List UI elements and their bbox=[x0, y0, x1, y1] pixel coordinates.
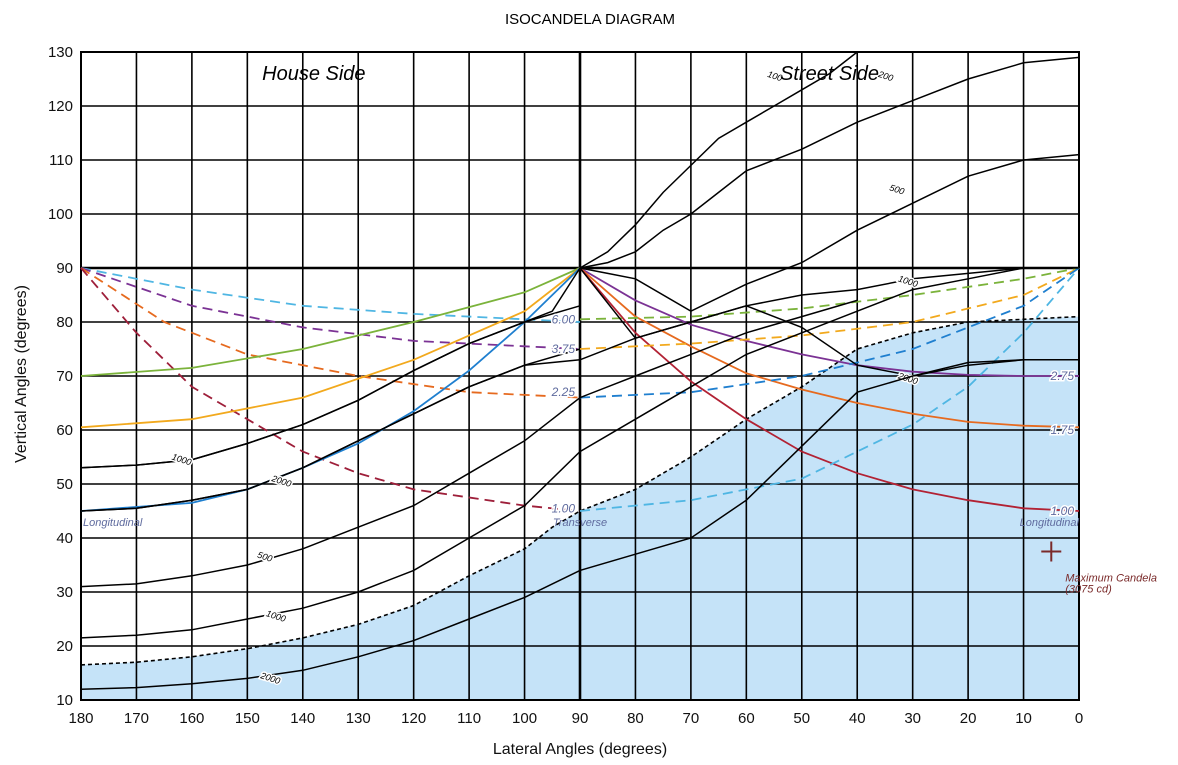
ring-label: 1.00 bbox=[1051, 504, 1075, 518]
y-tick-label: 80 bbox=[56, 314, 73, 331]
y-tick-label: 60 bbox=[56, 422, 73, 439]
y-tick-label: 110 bbox=[49, 152, 73, 169]
y-tick-label: 50 bbox=[56, 476, 73, 493]
x-tick-label: 90 bbox=[572, 710, 589, 727]
series-line-solid-orange bbox=[80, 267, 581, 429]
x-tick-label: 80 bbox=[627, 710, 644, 727]
y-tick-label: 90 bbox=[56, 260, 73, 277]
isocandela-line-1000 bbox=[80, 305, 581, 469]
y-tick-label: 30 bbox=[56, 584, 73, 601]
x-tick-label: 110 bbox=[457, 710, 481, 727]
y-axis-label: Vertical Angles (degrees) bbox=[13, 285, 30, 463]
street-side-label: Street Side bbox=[780, 63, 879, 85]
isocandela-line-1000 bbox=[80, 267, 1024, 639]
x-tick-label: 180 bbox=[68, 710, 93, 727]
isocandela-label: 2000 bbox=[270, 473, 293, 489]
max-candela-label: Maximum Candela bbox=[1065, 573, 1157, 585]
isocandela-line-500 bbox=[80, 299, 858, 588]
position-label: Longitudinal bbox=[1020, 517, 1080, 529]
x-tick-label: 70 bbox=[683, 710, 700, 727]
position-label: Transverse bbox=[553, 517, 607, 529]
shaded-boundary-line bbox=[80, 315, 1080, 666]
ring-label: 1.75 bbox=[1051, 423, 1075, 437]
isocandela-line-100 bbox=[579, 51, 858, 269]
series-line-solid-green bbox=[80, 267, 581, 377]
series-line-street-green bbox=[579, 267, 1080, 321]
x-tick-label: 140 bbox=[290, 710, 315, 727]
x-tick-label: 130 bbox=[346, 710, 371, 727]
isocandela-label: 500 bbox=[888, 182, 905, 196]
series-line-1.75 bbox=[579, 267, 1080, 429]
ring-label: 1.00 bbox=[552, 501, 576, 515]
series-line-6.00 bbox=[80, 267, 581, 323]
position-label: Longitudinal bbox=[83, 517, 143, 529]
x-tick-label: 170 bbox=[124, 710, 149, 727]
series-line-street-lightblue bbox=[579, 267, 1080, 512]
y-tick-label: 100 bbox=[48, 206, 73, 223]
series-line-1.00 bbox=[80, 267, 581, 512]
x-axis-label: Lateral Angles (degrees) bbox=[493, 741, 667, 758]
series-line-solid-blue bbox=[80, 267, 581, 512]
y-tick-label: 10 bbox=[56, 692, 73, 709]
x-tick-label: 20 bbox=[960, 710, 977, 727]
x-tick-label: 120 bbox=[401, 710, 426, 727]
ring-label: 2.25 bbox=[551, 385, 576, 399]
isocandela-line-200 bbox=[579, 56, 1080, 269]
y-tick-label: 40 bbox=[56, 530, 73, 547]
x-tick-label: 10 bbox=[1015, 710, 1032, 727]
ring-label: 2.75 bbox=[1050, 369, 1075, 383]
series-line-street-blue bbox=[579, 267, 1080, 399]
ring-label: 3.75 bbox=[552, 342, 576, 356]
y-tick-label: 20 bbox=[56, 638, 73, 655]
x-tick-label: 30 bbox=[904, 710, 921, 727]
ring-label: 6.00 bbox=[552, 312, 576, 326]
x-tick-label: 40 bbox=[849, 710, 866, 727]
x-tick-label: 100 bbox=[512, 710, 537, 727]
series-line-3.75 bbox=[80, 267, 581, 350]
x-tick-label: 60 bbox=[738, 710, 755, 727]
series-line-2.25 bbox=[80, 267, 581, 399]
house-side-label: House Side bbox=[262, 63, 365, 85]
isocandela-line-500 bbox=[579, 153, 1080, 313]
series-line-street-orange bbox=[579, 267, 1080, 350]
x-tick-label: 0 bbox=[1075, 710, 1083, 727]
plot-area: 100 2005001000200010002000500100020006.00… bbox=[48, 44, 1157, 727]
max-candela-value: (3075 cd) bbox=[1065, 584, 1112, 596]
y-tick-label: 130 bbox=[48, 44, 73, 61]
shaded-region bbox=[81, 316, 1079, 700]
isocandela-line-2000 bbox=[80, 348, 581, 512]
x-tick-label: 160 bbox=[179, 710, 204, 727]
series-line-2.75 bbox=[579, 267, 1079, 377]
x-tick-label: 150 bbox=[235, 710, 260, 727]
series-line-1.00 bbox=[579, 267, 1080, 512]
isocandela-label: 1000 bbox=[265, 608, 287, 624]
isocandela-line-2000 bbox=[80, 359, 1079, 690]
isocandela-label: 1000 bbox=[171, 452, 193, 468]
y-tick-label: 70 bbox=[56, 368, 73, 385]
chart-title: ISOCANDELA DIAGRAM bbox=[505, 11, 675, 28]
isocandela-label: 1000 bbox=[897, 273, 919, 289]
x-tick-label: 50 bbox=[793, 710, 810, 727]
y-tick-label: 120 bbox=[48, 98, 73, 115]
